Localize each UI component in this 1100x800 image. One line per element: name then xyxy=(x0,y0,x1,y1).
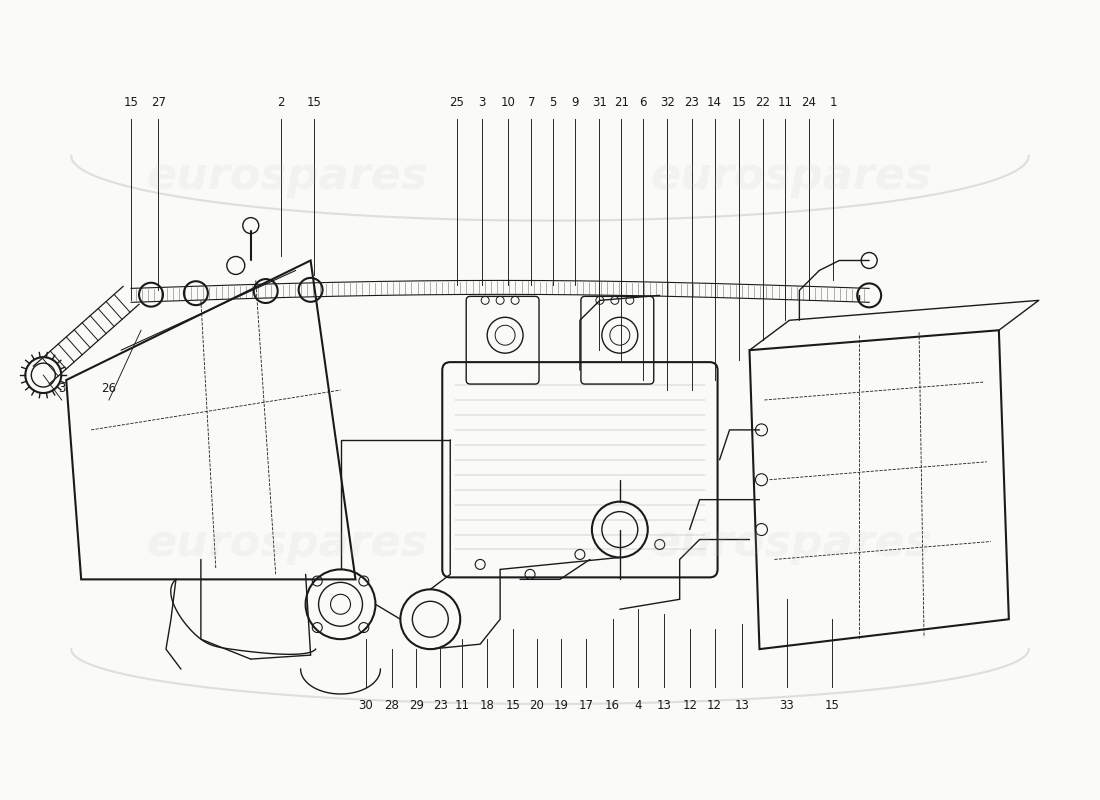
Text: 10: 10 xyxy=(500,96,516,109)
Text: 3: 3 xyxy=(478,96,486,109)
Text: 12: 12 xyxy=(683,699,697,712)
Text: eurospares: eurospares xyxy=(651,155,932,198)
Text: eurospares: eurospares xyxy=(146,155,428,198)
Text: 29: 29 xyxy=(408,699,424,712)
Text: 17: 17 xyxy=(579,699,594,712)
Text: 11: 11 xyxy=(454,699,470,712)
Text: 15: 15 xyxy=(825,699,839,712)
Text: 6: 6 xyxy=(639,96,647,109)
Text: 15: 15 xyxy=(732,96,746,109)
Text: 20: 20 xyxy=(529,699,544,712)
Text: 23: 23 xyxy=(684,96,699,109)
Text: 14: 14 xyxy=(707,96,722,109)
Text: 19: 19 xyxy=(553,699,569,712)
Text: 5: 5 xyxy=(550,96,557,109)
Text: 25: 25 xyxy=(449,96,464,109)
Text: 30: 30 xyxy=(359,699,373,712)
Text: 18: 18 xyxy=(480,699,495,712)
Text: 9: 9 xyxy=(572,96,579,109)
Text: eurospares: eurospares xyxy=(651,522,932,565)
Text: 21: 21 xyxy=(614,96,629,109)
Text: 1: 1 xyxy=(829,96,837,109)
Text: 13: 13 xyxy=(657,699,671,712)
Text: 11: 11 xyxy=(778,96,792,109)
Text: 15: 15 xyxy=(123,96,139,109)
Text: 32: 32 xyxy=(660,96,674,109)
Text: 2: 2 xyxy=(277,96,285,109)
Text: 22: 22 xyxy=(756,96,770,109)
Text: 4: 4 xyxy=(634,699,641,712)
Text: 28: 28 xyxy=(385,699,399,712)
Text: eurospares: eurospares xyxy=(146,522,428,565)
Text: 27: 27 xyxy=(151,96,166,109)
Text: 15: 15 xyxy=(307,96,321,109)
Text: 24: 24 xyxy=(802,96,816,109)
Text: 7: 7 xyxy=(528,96,535,109)
Text: 13: 13 xyxy=(735,699,749,712)
Text: 23: 23 xyxy=(432,699,448,712)
Text: 33: 33 xyxy=(780,699,794,712)
Text: 15: 15 xyxy=(505,699,520,712)
Text: 3: 3 xyxy=(58,382,65,394)
Text: 31: 31 xyxy=(592,96,607,109)
Text: 16: 16 xyxy=(605,699,620,712)
Text: 12: 12 xyxy=(707,699,722,712)
Text: 26: 26 xyxy=(101,382,117,394)
